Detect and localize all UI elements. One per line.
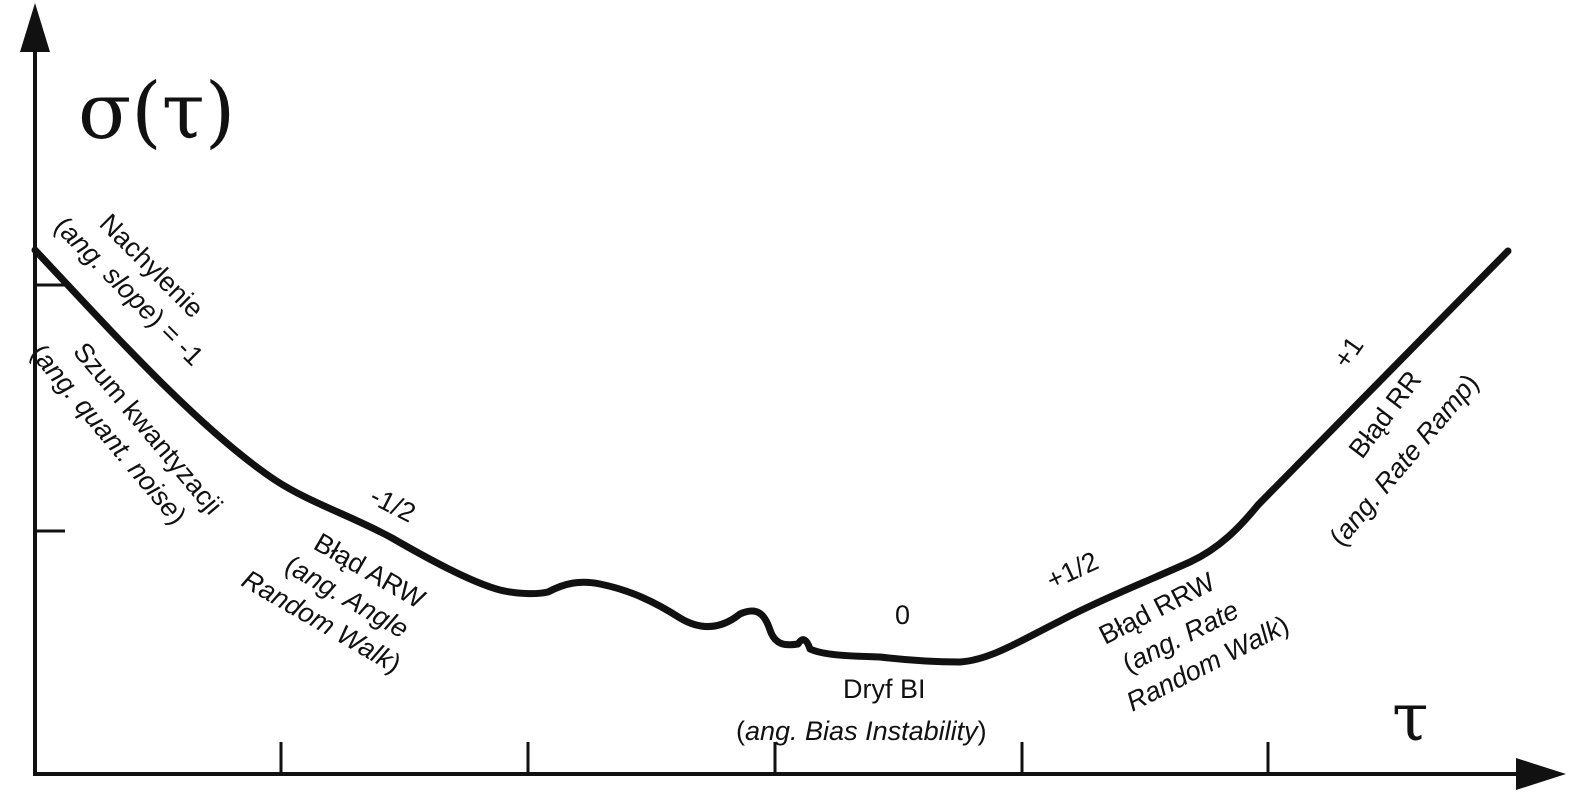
x-axis-arrowhead (1516, 758, 1566, 790)
bi-line2: (ang. Bias Instability) (736, 716, 987, 746)
annotation-left-slope: Nachylenie (ang. slope) = -1 (49, 208, 210, 372)
annotation-arw: Błąd ARW (ang. Angle Random Walk) (237, 527, 431, 679)
rrw-slope-label: +1/2 (1042, 546, 1103, 596)
annotation-rrw: Błąd RRW (ang. Rate Random Walk) (1094, 566, 1294, 717)
x-axis-label: τ (1392, 679, 1429, 756)
y-axis-arrowhead (20, 3, 50, 52)
allan-deviation-curve (31, 246, 1512, 666)
annotation-rr-slope: +1 (1327, 331, 1369, 373)
arw-slope-label: -1/2 (365, 481, 420, 529)
y-axis-label: σ(τ) (78, 67, 235, 157)
annotation-arw-slope: -1/2 (365, 481, 420, 529)
rr-slope-label: +1 (1327, 331, 1369, 373)
annotation-rrw-slope: +1/2 (1042, 546, 1103, 596)
bi-line1: Dryf BI (843, 674, 926, 704)
bi-slope-label: 0 (895, 600, 910, 630)
